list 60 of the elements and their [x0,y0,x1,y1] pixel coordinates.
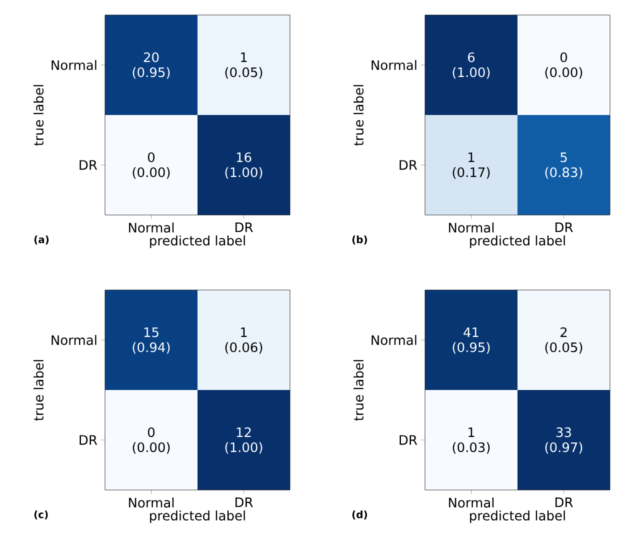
x-tick-label: DR [236,222,253,232]
data-label: (0.95) [132,67,170,79]
annotation: 16 [236,152,252,162]
annotation: 20 [144,52,159,62]
y-tick-label: DR [400,160,418,170]
x-tick-label: Normal [129,498,174,508]
data-label: (0.00) [132,442,170,454]
data-label: (0.00) [545,67,582,79]
text: (d) [352,510,367,520]
data-label: (0.06) [225,342,262,354]
data-label: (0.00) [132,167,170,179]
data-label: (1.00) [452,67,490,79]
y-axis-title: true label [354,85,364,146]
data-label: (0.05) [225,67,262,79]
annotation: 12 [236,427,251,437]
data-label: (0.94) [132,342,170,354]
annotation: 1 [241,328,247,337]
annotation: 0 [148,152,155,162]
y-tick-label: Normal [372,334,416,346]
x-tick-label: Normal [449,498,494,508]
x-tick-label: DR [236,498,253,507]
annotation: 5 [560,152,567,162]
data-label: (0.95) [452,342,490,354]
y-axis-title: true label [34,360,44,421]
annotation: 2 [560,327,567,337]
y-tick-label: DR [400,435,418,445]
annotation: 0 [148,427,155,438]
x-axis-title: predicted label [470,510,565,524]
data-label: (0.03) [452,442,490,454]
data-label: (1.00) [225,442,262,454]
annotation: 1 [468,428,474,437]
annotation: 1 [241,52,247,62]
x-tick-label: Normal [129,222,174,233]
data-label: (0.83) [545,167,582,179]
annotation: 33 [556,427,571,438]
data-label: (0.05) [545,342,582,354]
text: (a) [34,236,49,244]
y-tick-label: Normal [52,334,96,346]
y-tick-label: Normal [372,60,416,70]
x-tick-label: Normal [449,222,494,233]
y-axis-title: true label [34,85,44,146]
x-tick-label: DR [555,498,573,507]
y-tick-label: Normal [52,60,96,70]
y-tick-label: DR [80,160,98,170]
annotation: 1 [468,152,474,162]
data-label: (0.17) [452,167,490,179]
x-axis-title: predicted label [150,235,245,248]
y-axis-title: true label [354,360,364,421]
annotation: 15 [144,328,158,338]
text: (c) [34,510,48,520]
x-axis-title: predicted label [150,510,245,524]
y-tick-label: DR [80,435,98,445]
data-label: (1.00) [225,167,262,179]
data-label: (0.97) [545,442,582,454]
text: (b) [352,236,367,244]
annotation: 41 [464,328,478,337]
annotation: 0 [560,52,568,62]
x-tick-label: DR [555,222,573,232]
x-axis-title: predicted label [470,235,565,248]
annotation: 6 [468,52,475,62]
